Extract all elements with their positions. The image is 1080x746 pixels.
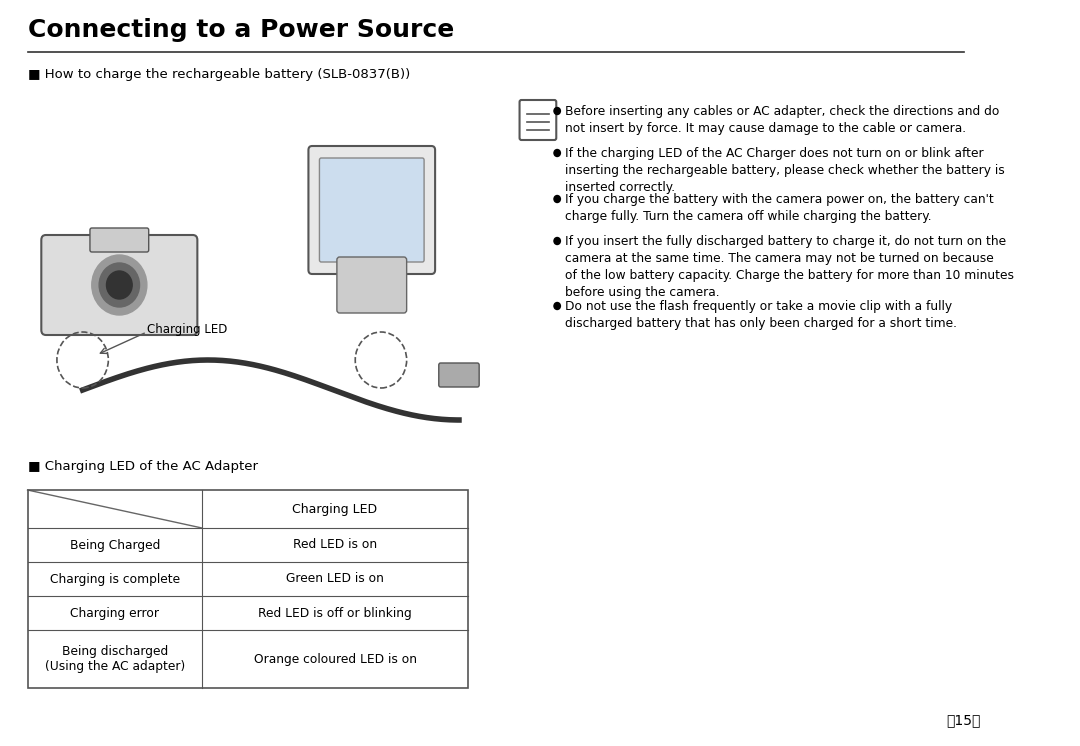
FancyBboxPatch shape [519,100,556,140]
Bar [27,562,468,596]
Text: Before inserting any cables or AC adapter, check the directions and do
not inser: Before inserting any cables or AC adapte… [565,105,999,135]
Text: Red LED is on: Red LED is on [293,539,377,551]
Circle shape [554,149,561,157]
FancyBboxPatch shape [41,235,198,335]
Text: 、15】: 、15】 [947,713,981,727]
FancyBboxPatch shape [309,146,435,274]
Text: Red LED is off or blinking: Red LED is off or blinking [258,606,411,619]
Text: ■ How to charge the rechargeable battery (SLB-0837(B)): ■ How to charge the rechargeable battery… [27,68,409,81]
Text: Charging error: Charging error [70,606,159,619]
Text: Orange coloured LED is on: Orange coloured LED is on [254,653,417,665]
Text: Green LED is on: Green LED is on [286,572,384,586]
Text: Charging LED: Charging LED [293,503,378,515]
Text: Do not use the flash frequently or take a movie clip with a fully
discharged bat: Do not use the flash frequently or take … [565,300,957,330]
Text: Being discharged
(Using the AC adapter): Being discharged (Using the AC adapter) [44,645,185,673]
Bar [27,490,468,688]
Bar [27,596,468,630]
Bar [27,490,468,528]
Text: Connecting to a Power Source: Connecting to a Power Source [27,18,454,42]
Text: If you insert the fully discharged battery to charge it, do not turn on the
came: If you insert the fully discharged batte… [565,235,1013,299]
Circle shape [99,263,139,307]
FancyBboxPatch shape [438,363,480,387]
Bar [27,630,468,688]
Text: Charging is complete: Charging is complete [50,572,179,586]
FancyBboxPatch shape [90,228,149,252]
Text: If you charge the battery with the camera power on, the battery can't
charge ful: If you charge the battery with the camer… [565,193,994,223]
Text: If the charging LED of the AC Charger does not turn on or blink after
inserting : If the charging LED of the AC Charger do… [565,147,1004,194]
Text: Charging LED: Charging LED [147,324,227,336]
FancyBboxPatch shape [320,158,424,262]
Circle shape [107,271,132,299]
Circle shape [554,302,561,310]
Circle shape [554,107,561,114]
FancyBboxPatch shape [337,257,407,313]
Circle shape [554,195,561,202]
Text: Being Charged: Being Charged [69,539,160,551]
Circle shape [554,237,561,245]
Circle shape [92,255,147,315]
Text: ■ Charging LED of the AC Adapter: ■ Charging LED of the AC Adapter [27,460,257,473]
Bar [27,528,468,562]
